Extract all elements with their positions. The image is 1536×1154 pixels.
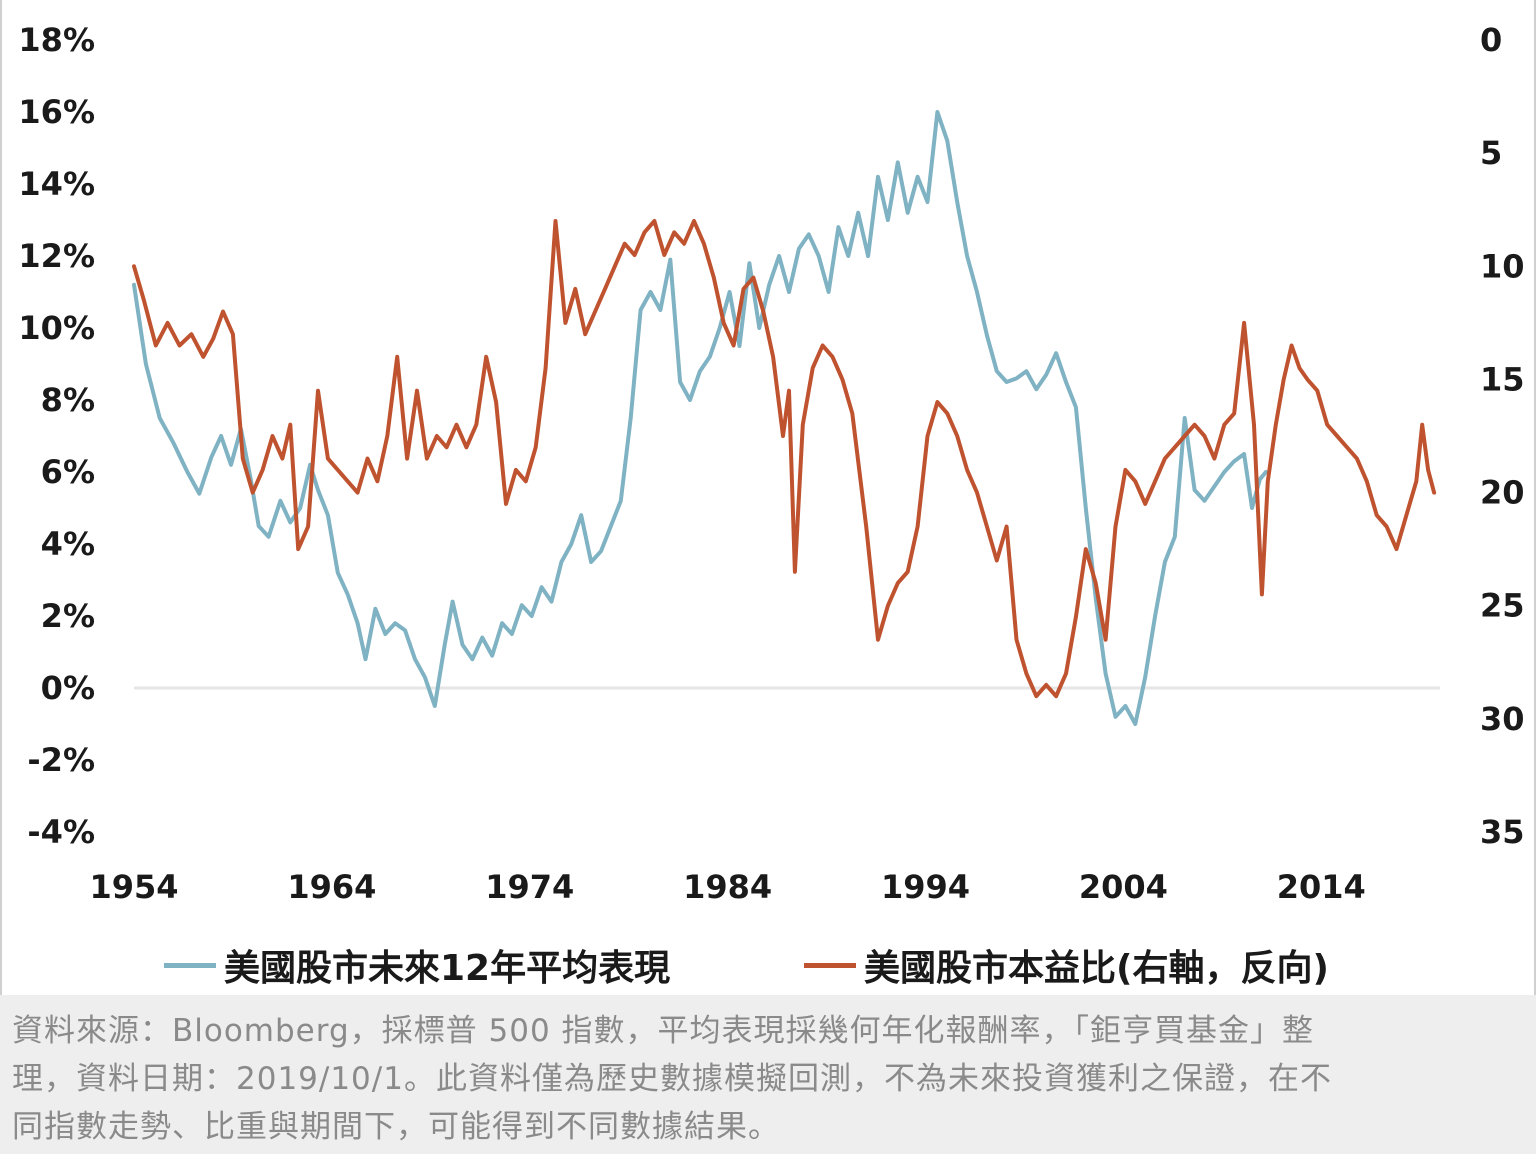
x-tick-label: 2014 <box>1277 868 1366 906</box>
legend-item-pe-ratio: 美國股市本益比(右軸，反向) <box>804 935 1329 995</box>
y-right-tick-label: 20 <box>1480 474 1525 512</box>
x-tick-label: 1964 <box>287 868 376 906</box>
series-line-future-return <box>132 110 1268 726</box>
y-right-tick-label: 15 <box>1480 360 1525 398</box>
y-right-tick-label: 5 <box>1480 134 1502 172</box>
y-left-tick-label: 14% <box>18 165 95 203</box>
y-left-tick-label: 6% <box>41 453 95 491</box>
y-left-tick-label: 10% <box>18 309 95 347</box>
y-left-tick-label: -2% <box>27 741 95 779</box>
source-footnote: 資料來源：Bloomberg，採標普 500 指數，平均表現採幾何年化報酬率，「… <box>0 995 1536 1154</box>
y-left-tick-label: 16% <box>18 93 95 131</box>
y-left-tick-label: -4% <box>27 813 95 851</box>
series-line-pe-ratio <box>132 219 1437 699</box>
y-left-tick-label: 4% <box>41 525 95 563</box>
y-left-tick-label: 2% <box>41 597 95 635</box>
x-tick-label: 1954 <box>89 868 178 906</box>
legend-swatch-pe-ratio <box>804 962 856 968</box>
legend: 美國股市未來12年平均表現 美國股市本益比(右軸，反向) <box>2 935 1536 995</box>
legend-label-future-return: 美國股市未來12年平均表現 <box>224 948 671 989</box>
footnote-line-1: 資料來源：Bloomberg，採標普 500 指數，平均表現採幾何年化報酬率，「… <box>12 1013 1315 1049</box>
footnote-line-3: 同指數走勢、比重與期間下，可能得到不同數據結果。 <box>12 1109 780 1145</box>
y-right-tick-label: 35 <box>1480 813 1525 851</box>
x-tick-label: 1994 <box>881 868 970 906</box>
y-right-tick-label: 30 <box>1480 700 1525 738</box>
chart-area: 18% 16% 14% 12% 10% 8% 6% 4% 2% 0% -2% -4% 0 5 10 15 20 2… <box>0 0 1536 995</box>
y-left-tick-label: 18% <box>18 21 95 59</box>
y-right-tick-label: 10 <box>1480 247 1525 285</box>
x-tick-label: 2004 <box>1079 868 1168 906</box>
line-chart: 18% 16% 14% 12% 10% 8% 6% 4% 2% 0% -2% -4% 0 5 10 15 20 2… <box>18 21 1525 906</box>
y-left-tick-label: 0% <box>41 669 95 707</box>
y-left-tick-label: 12% <box>18 237 95 275</box>
legend-swatch-future-return <box>164 962 216 968</box>
x-tick-label: 1984 <box>683 868 772 906</box>
x-tick-label: 1974 <box>485 868 574 906</box>
legend-item-future-return: 美國股市未來12年平均表現 <box>164 935 670 995</box>
y-right-tick-label: 25 <box>1480 587 1525 625</box>
legend-label-pe-ratio: 美國股市本益比(右軸，反向) <box>864 948 1329 989</box>
footnote-line-2: 理，資料日期：2019/10/1。此資料僅為歷史數據模擬回測，不為未來投資獲利之… <box>12 1061 1332 1097</box>
y-left-tick-label: 8% <box>41 381 95 419</box>
y-right-tick-label: 0 <box>1480 21 1502 59</box>
